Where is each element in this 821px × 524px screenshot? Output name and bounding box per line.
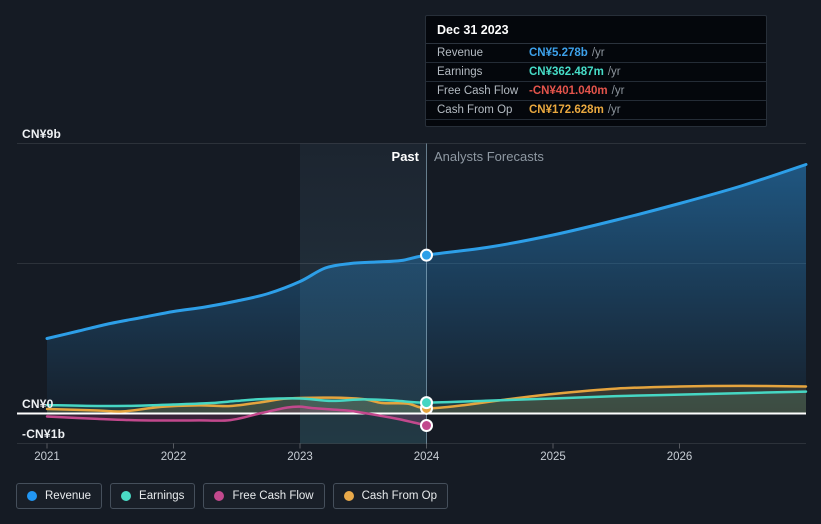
tooltip-row-unit: /yr xyxy=(591,47,605,59)
legend-item-earnings[interactable]: Earnings xyxy=(110,483,196,509)
x-axis-label-2022: 2022 xyxy=(160,451,187,463)
y-axis-label: CN¥0 xyxy=(22,396,54,411)
tooltip-row-unit: /yr xyxy=(607,104,621,116)
x-axis-label-2023: 2023 xyxy=(287,451,313,463)
legend-label: Earnings xyxy=(139,490,185,502)
tooltip-row-value: CN¥362.487m xyxy=(529,66,604,78)
tooltip-row-free-cash-flow: Free Cash Flow -CN¥401.040m/yr xyxy=(426,82,766,101)
legend-item-cash-from-op[interactable]: Cash From Op xyxy=(332,483,449,509)
legend-dot xyxy=(27,491,37,501)
tooltip-row-revenue: Revenue CN¥5.278b/yr xyxy=(426,44,766,63)
y-axis-label: CN¥9b xyxy=(22,126,62,141)
tooltip-row-value: -CN¥401.040m xyxy=(529,85,608,97)
x-axis-label-2025: 2025 xyxy=(540,451,566,463)
legend-dot xyxy=(121,491,132,501)
legend-label: Free Cash Flow xyxy=(232,490,314,502)
legend-item-free-cash-flow[interactable]: Free Cash Flow xyxy=(203,483,325,509)
legend-dot xyxy=(343,491,354,501)
legend-label: Revenue xyxy=(45,490,92,502)
series-line-free-cash-flow xyxy=(45,405,428,427)
tooltip-row-cash-from-op: Cash From Op CN¥172.628m/yr xyxy=(426,101,766,120)
tooltip-row-unit: /yr xyxy=(607,66,621,78)
tooltip-row-label: Cash From Op xyxy=(437,104,513,116)
series-area-free-cash-flow xyxy=(47,406,427,426)
tooltip-date: Dec 31 2023 xyxy=(426,16,766,44)
tooltip-row-label: Free Cash Flow xyxy=(437,85,519,97)
x-axis-label-2026: 2026 xyxy=(666,451,693,463)
x-axis-label-2024: 2024 xyxy=(413,451,440,463)
data-point-earnings[interactable] xyxy=(420,396,433,410)
series-line-cash-from-op xyxy=(45,384,808,413)
legend-item-revenue[interactable]: Revenue xyxy=(16,483,103,509)
x-axis-label-2021: 2021 xyxy=(34,451,60,463)
tooltip-row-earnings: Earnings CN¥362.487m/yr xyxy=(426,63,766,82)
tooltip-row-value: CN¥5.278b xyxy=(529,47,588,59)
analysts-forecasts-section-label: Analysts Forecasts xyxy=(434,149,544,164)
legend-label: Cash From Op xyxy=(361,490,438,502)
chart-tooltip: Dec 31 2023 Revenue CN¥5.278b/yr Earnings C… xyxy=(425,15,767,127)
y-axis-label: -CN¥1b xyxy=(22,426,66,441)
series-line-earnings xyxy=(45,390,808,408)
data-point-revenue[interactable] xyxy=(420,248,433,262)
legend-dot xyxy=(214,491,225,501)
tooltip-row-label: Revenue xyxy=(437,47,484,59)
tooltip-row-label: Earnings xyxy=(437,66,483,78)
tooltip-rows: Revenue CN¥5.278b/yr Earnings CN¥362.487m/y… xyxy=(426,44,766,120)
tooltip-row-unit: /yr xyxy=(611,85,625,97)
chart-legend: Revenue Earnings Free Cash Flow Cash From O… xyxy=(16,483,449,509)
series-line-revenue xyxy=(45,163,808,340)
data-point-free-cash-flow[interactable] xyxy=(420,419,433,433)
tooltip-row-value: CN¥172.628m xyxy=(529,104,604,116)
past-section-label: Past xyxy=(391,149,419,164)
